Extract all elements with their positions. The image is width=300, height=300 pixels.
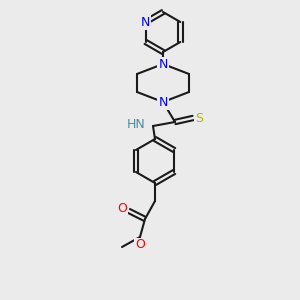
Text: O: O [117, 202, 127, 215]
Text: O: O [135, 238, 145, 251]
Text: HN: HN [126, 118, 145, 131]
Text: N: N [158, 58, 168, 70]
Text: S: S [195, 112, 203, 124]
Text: N: N [158, 95, 168, 109]
Text: N: N [141, 16, 150, 28]
